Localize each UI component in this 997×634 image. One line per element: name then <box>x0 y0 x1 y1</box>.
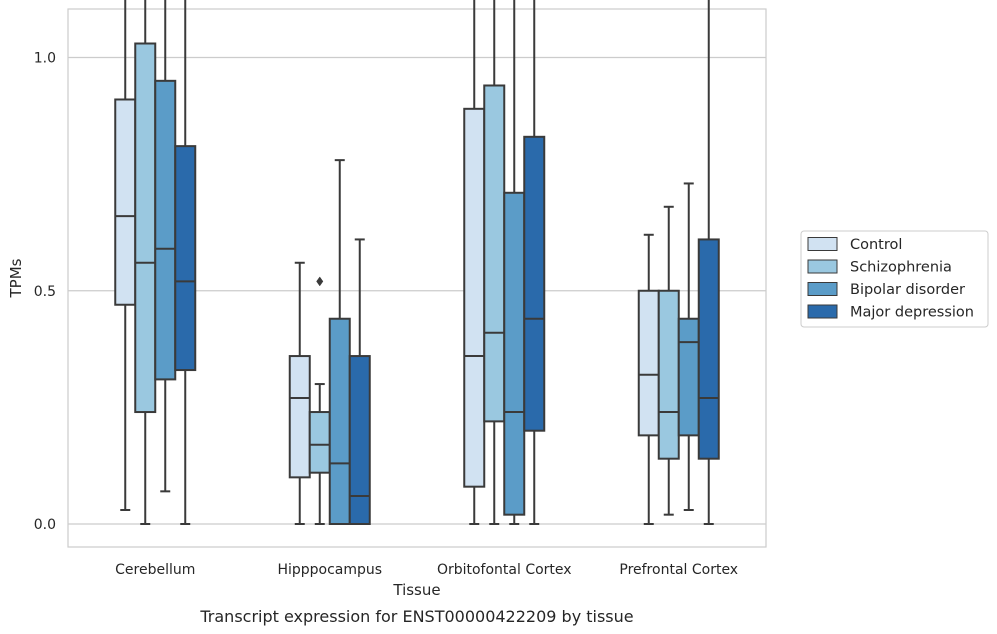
legend-swatch <box>807 237 838 251</box>
box-1-2 <box>328 159 351 525</box>
box-1-0 <box>288 261 311 525</box>
box-iqr <box>348 355 371 525</box>
box-iqr <box>134 42 157 414</box>
x-tick-label: Orbitofontal Cortex <box>437 562 572 578</box>
figure-caption: Transcript expression for ENST0000042220… <box>199 607 633 626</box>
outlier-point <box>316 276 324 287</box>
box-iqr <box>288 355 311 479</box>
box-iqr <box>114 98 137 306</box>
box-2-0 <box>463 0 486 525</box>
box-iqr <box>697 238 720 460</box>
legend: Control Schizophrenia Bipolar disorder Majo… <box>800 230 989 328</box>
box-0-2 <box>154 0 177 493</box>
x-tick-label: Hipppocampus <box>277 562 382 578</box>
legend-label: Major depression <box>850 305 974 321</box>
legend-label: Control <box>850 237 902 253</box>
legend-label: Bipolar disorder <box>850 282 965 298</box>
y-tick-label: 0.0 <box>34 517 56 533</box>
legend-swatch <box>807 259 838 274</box>
box-0-0 <box>114 0 137 512</box>
box-3-2 <box>677 182 700 512</box>
legend-label: Schizophrenia <box>850 260 952 276</box>
box-3-1 <box>657 205 680 516</box>
legend-frame <box>800 230 989 328</box>
legend-swatch <box>807 282 838 296</box>
x-axis-label: Tissue <box>392 581 440 599</box>
box-1-3 <box>348 238 371 525</box>
y-axis-label: TPMs <box>7 258 25 298</box>
box-2-3 <box>523 0 546 525</box>
box-series <box>114 0 720 525</box>
x-axis-ticks: Cerebellum Hipppocampus Orbitofontal Corte… <box>115 562 738 578</box>
x-tick-label: Prefrontal Cortex <box>619 562 738 578</box>
box-iqr <box>657 289 680 460</box>
legend-swatch <box>807 304 838 319</box>
box-iqr <box>503 191 526 516</box>
plot-area-frame <box>67 8 767 548</box>
box-iqr <box>483 84 506 423</box>
box-iqr <box>463 107 486 488</box>
box-0-3 <box>174 0 197 525</box>
box-1-1 <box>308 276 331 525</box>
box-3-0 <box>637 233 660 525</box>
box-3-3 <box>697 0 720 525</box>
box-iqr <box>637 289 660 437</box>
box-2-2 <box>503 0 526 525</box>
box-0-1 <box>134 0 157 525</box>
box-iqr <box>174 145 197 372</box>
box-iqr <box>328 317 351 525</box>
y-axis-ticks: 0.00.51.01.52.0 <box>34 51 56 534</box>
box-iqr <box>154 79 177 381</box>
y-tick-label: 0.5 <box>34 284 56 300</box>
box-iqr <box>308 411 331 474</box>
box-iqr <box>677 317 700 437</box>
x-tick-label: Cerebellum <box>115 562 195 578</box>
box-2-1 <box>483 0 506 525</box>
y-tick-label: 1.0 <box>34 51 56 67</box>
box-iqr <box>523 135 546 432</box>
